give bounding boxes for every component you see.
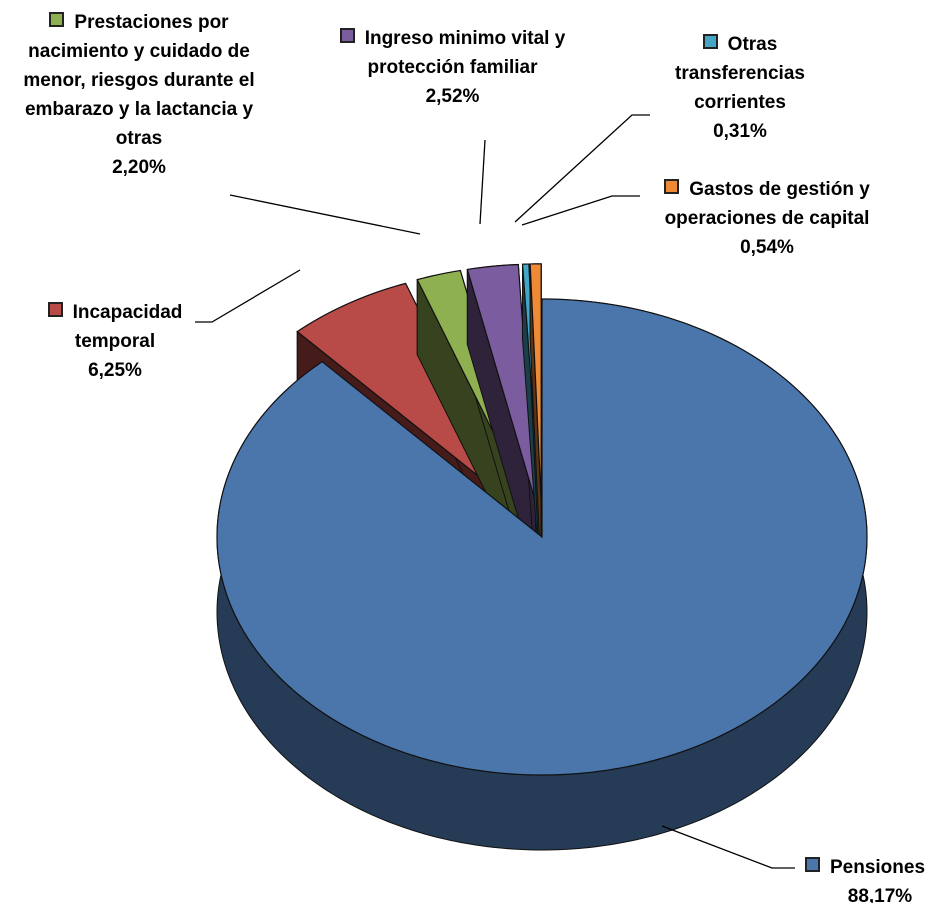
category-label: Ingreso minimo vital y protección famili… [364,28,566,78]
legend-marker [804,857,820,872]
legend-marker [339,28,355,43]
category-label: Incapacidad temporal [72,302,183,352]
value-label: 0,54% [740,237,794,258]
pie-slice [529,263,542,502]
leader-line [479,139,486,225]
value-label: 6,25% [88,360,142,381]
leader-line [195,269,301,323]
leader-line [521,195,640,226]
value-label: 2,52% [425,86,480,107]
category-label: Gastos de gestión y operaciones de capit… [664,179,870,229]
pie-slice [296,282,518,508]
slices [216,263,868,851]
legend-marker [49,12,65,27]
legend-marker [664,179,680,194]
label: Prestaciones por nacimiento y cuidado de… [8,8,270,182]
value-label: 0,31% [713,121,767,142]
legend-marker [47,302,63,317]
leader-line [514,114,650,223]
label: Otras transferencias corrientes 0,31% [640,30,840,146]
leader-line [661,825,795,869]
label: Pensiones 88,17% [790,853,938,903]
value-label: 2,20% [112,157,166,178]
leader-lines [195,114,795,869]
pie-slice [466,263,537,503]
label: Ingreso minimo vital y protección famili… [330,24,575,111]
category-label: Prestaciones por nacimiento y cuidado de… [23,12,255,149]
category-label: Pensiones [829,857,926,878]
legend-marker [702,34,718,49]
leader-line [229,194,421,235]
value-label: 88,17% [847,886,913,903]
label: Gastos de gestión y operaciones de capit… [632,175,902,262]
label: Incapacidad temporal 6,25% [25,298,205,385]
pie-slice [216,298,868,776]
category-label: Otras transferencias corrientes [675,34,805,113]
